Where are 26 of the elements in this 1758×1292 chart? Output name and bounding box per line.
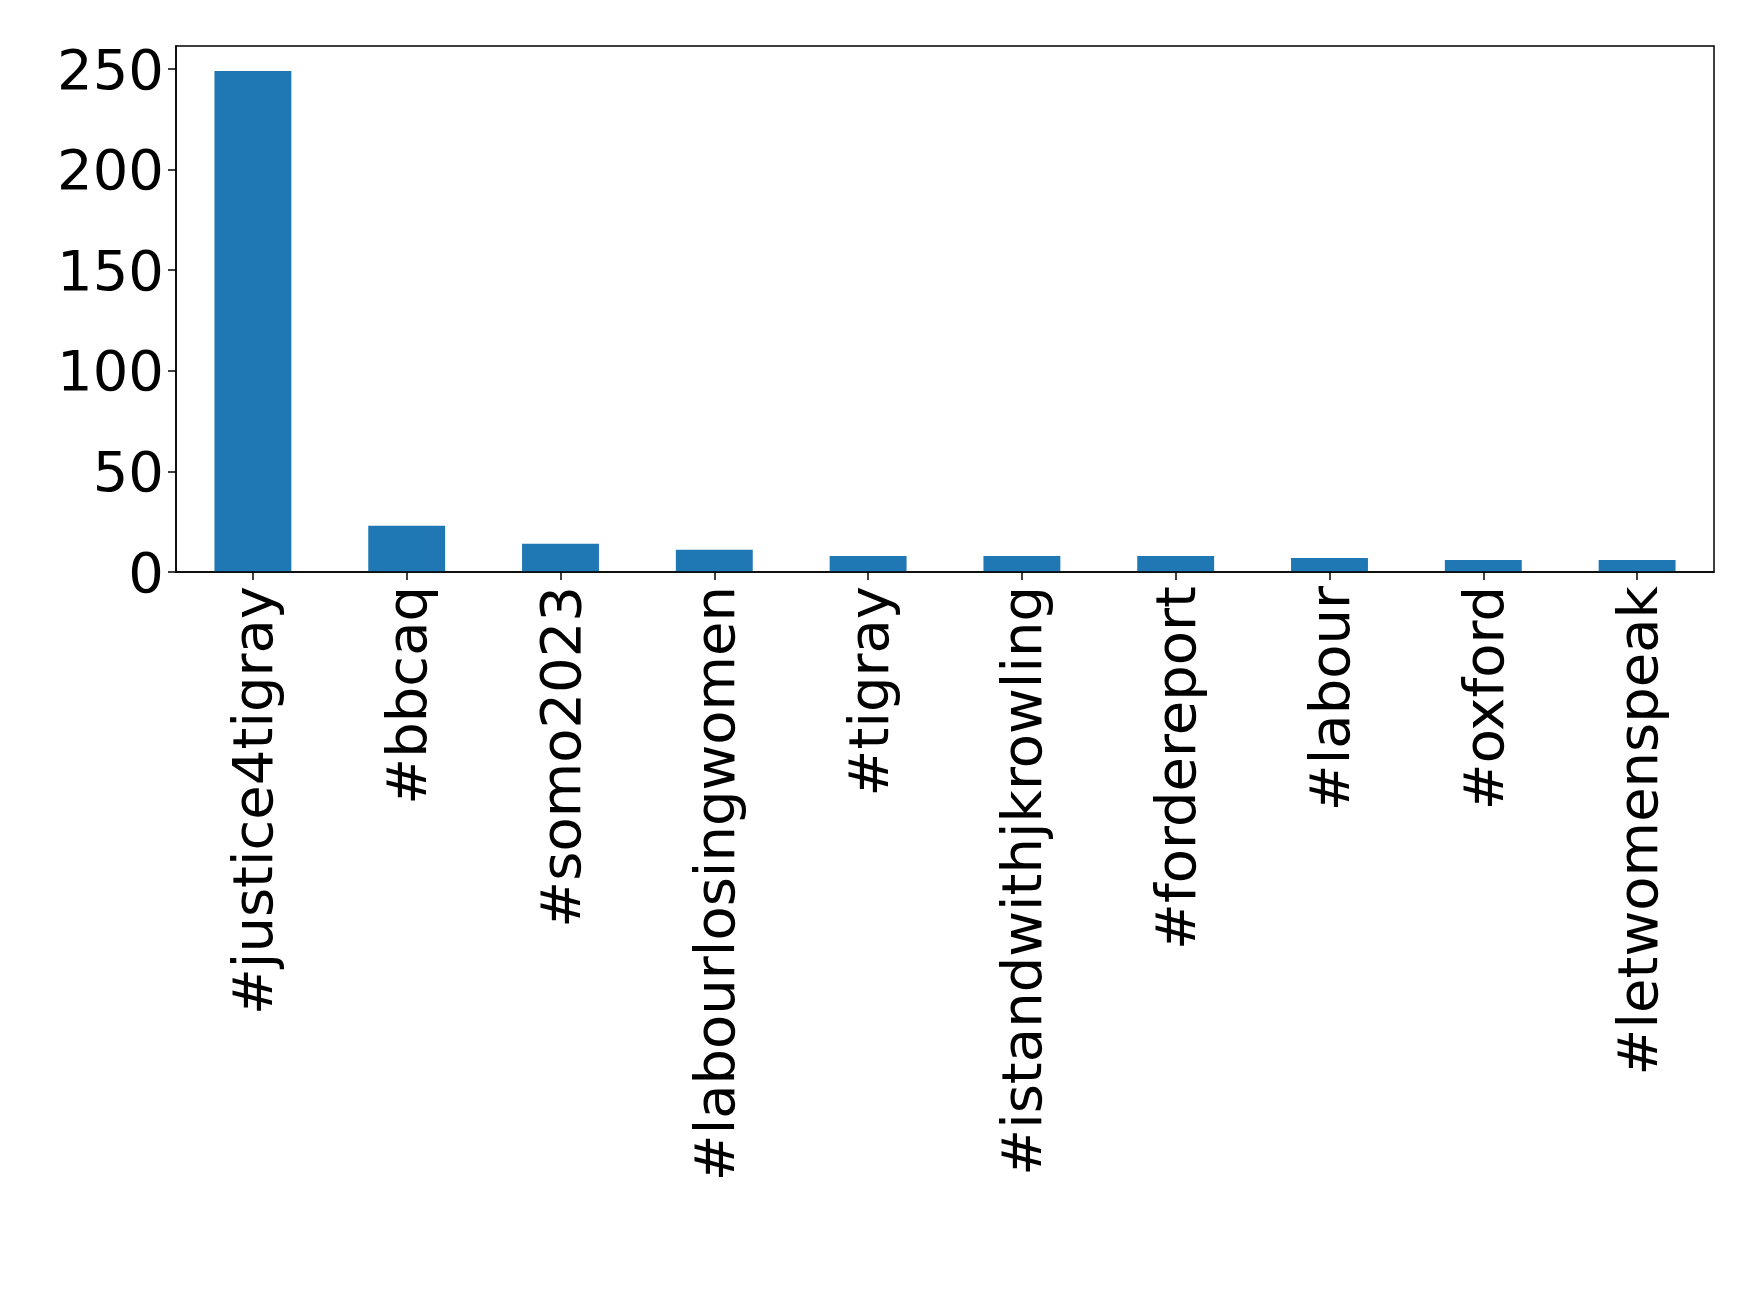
x-tick-label: #oxford xyxy=(1450,586,1516,811)
y-tick-label: 100 xyxy=(57,338,164,404)
x-tick-label: #tigray xyxy=(835,586,901,797)
bar xyxy=(1137,555,1215,572)
x-tick-label: #fordereport xyxy=(1143,586,1209,950)
bar xyxy=(522,543,599,572)
x-tick-label: #justice4tigray xyxy=(220,586,286,1016)
bar xyxy=(983,555,1061,572)
y-tick-label: 0 xyxy=(128,539,164,605)
y-tick-label: 200 xyxy=(57,137,164,203)
bar xyxy=(214,71,292,572)
y-tick-label: 150 xyxy=(57,237,164,303)
bar xyxy=(1291,557,1368,572)
x-tick-label: #somo2023 xyxy=(528,586,593,928)
x-tick-label: #bbcaq xyxy=(374,586,440,805)
bar xyxy=(368,525,446,572)
bar xyxy=(829,555,907,572)
x-tick-label: #labour xyxy=(1297,585,1362,812)
y-tick-label: 50 xyxy=(92,438,164,504)
x-tick-label: #letwomenspeak xyxy=(1604,585,1670,1076)
bar xyxy=(1444,559,1522,572)
bar xyxy=(675,549,753,572)
x-tick-label: #istandwithjkrowling xyxy=(989,586,1055,1176)
x-tick-label: #labourlosingwomen xyxy=(681,586,747,1182)
bar xyxy=(1598,559,1676,572)
y-tick-label: 250 xyxy=(57,36,164,102)
